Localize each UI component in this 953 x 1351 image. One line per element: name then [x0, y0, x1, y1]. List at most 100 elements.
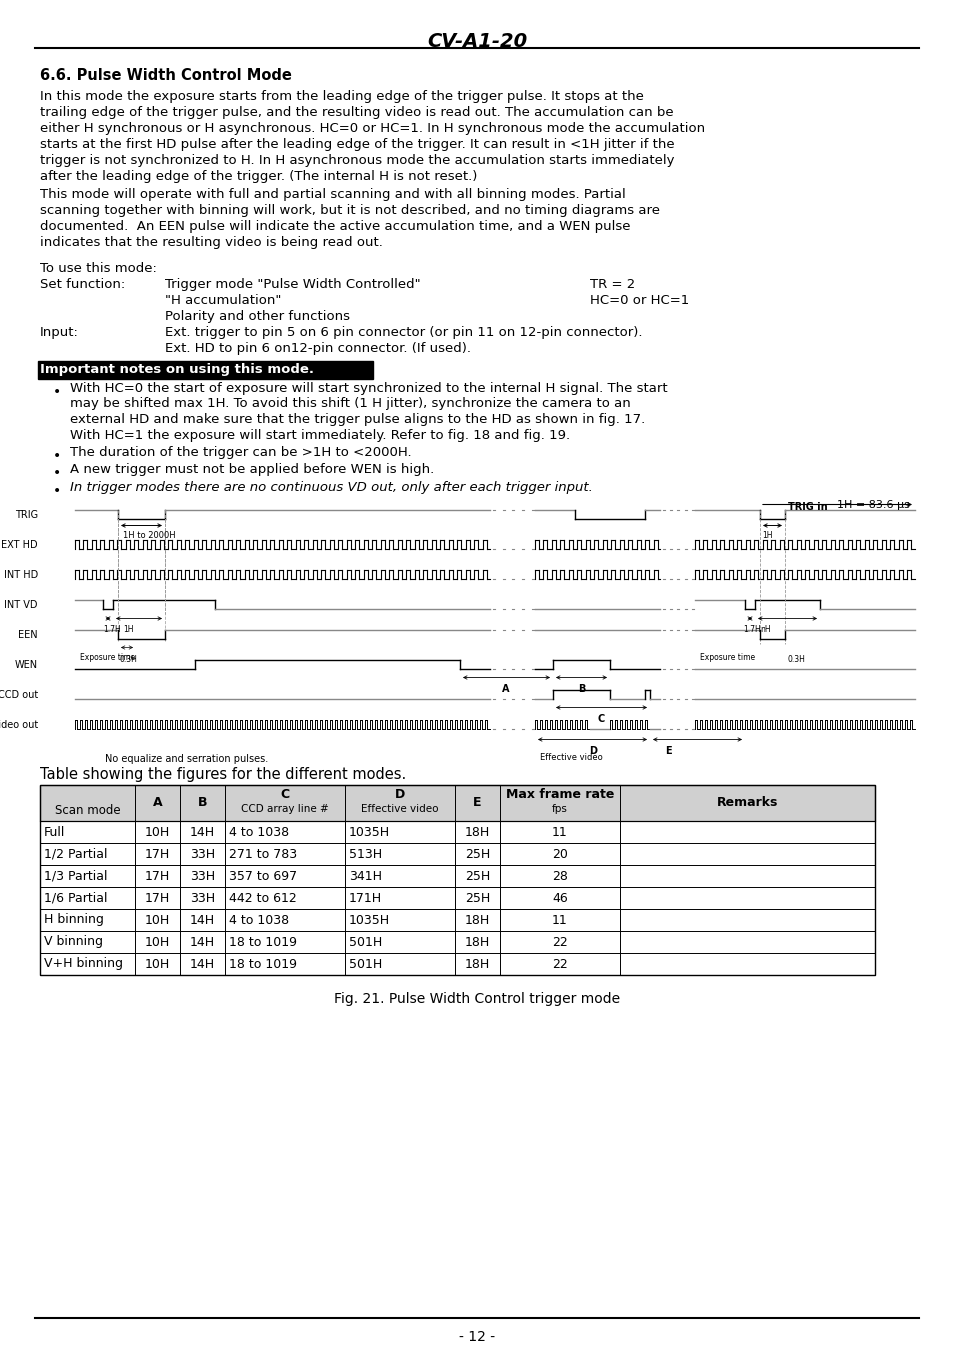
Text: 1H to 2000H: 1H to 2000H: [123, 531, 175, 540]
Text: A: A: [152, 796, 162, 808]
Text: 14H: 14H: [190, 935, 214, 948]
Text: 11: 11: [552, 825, 567, 839]
Text: 18H: 18H: [464, 935, 490, 948]
Text: EEN: EEN: [18, 630, 38, 639]
Text: Set function:: Set function:: [40, 278, 125, 290]
Text: either H synchronous or H asynchronous. HC=0 or HC=1. In H synchronous mode the : either H synchronous or H asynchronous. …: [40, 122, 704, 135]
Text: Table showing the figures for the different modes.: Table showing the figures for the differ…: [40, 766, 406, 781]
Text: 10H: 10H: [145, 913, 170, 927]
Text: Exposure time: Exposure time: [80, 653, 135, 662]
Text: INT VD: INT VD: [5, 600, 38, 609]
Text: The duration of the trigger can be >1H to <2000H.: The duration of the trigger can be >1H t…: [70, 446, 411, 459]
Text: starts at the first HD pulse after the leading edge of the trigger. It can resul: starts at the first HD pulse after the l…: [40, 138, 674, 151]
Text: 14H: 14H: [190, 913, 214, 927]
Text: In this mode the exposure starts from the leading edge of the trigger pulse. It : In this mode the exposure starts from th…: [40, 91, 643, 103]
Text: 1/3 Partial: 1/3 Partial: [44, 870, 108, 882]
Text: Polarity and other functions: Polarity and other functions: [165, 309, 350, 323]
Text: 22: 22: [552, 958, 567, 970]
Text: 33H: 33H: [190, 870, 214, 882]
Bar: [40, 785, 874, 820]
Text: •: •: [53, 385, 61, 399]
Text: CV-A1-20: CV-A1-20: [426, 32, 527, 51]
Text: E: E: [664, 747, 671, 757]
Text: D: D: [395, 789, 405, 801]
Text: 501H: 501H: [349, 958, 382, 970]
Text: No equalize and serration pulses.: No equalize and serration pulses.: [105, 754, 268, 763]
Text: •: •: [53, 466, 61, 481]
Text: 1/2 Partial: 1/2 Partial: [44, 847, 108, 861]
Text: 357 to 697: 357 to 697: [229, 870, 296, 882]
Text: external HD and make sure that the trigger pulse aligns to the HD as shown in fi: external HD and make sure that the trigg…: [70, 413, 644, 426]
Text: B: B: [197, 796, 207, 808]
Text: 33H: 33H: [190, 847, 214, 861]
Text: Video out: Video out: [0, 720, 38, 730]
Text: 17H: 17H: [145, 870, 170, 882]
Text: 25H: 25H: [464, 892, 490, 905]
Text: Important notes on using this mode.: Important notes on using this mode.: [40, 363, 314, 376]
Text: TRIG in: TRIG in: [787, 503, 827, 512]
Text: Input:: Input:: [40, 326, 79, 339]
Text: V+H binning: V+H binning: [44, 958, 123, 970]
Text: Scan mode: Scan mode: [54, 804, 120, 817]
Text: A new trigger must not be applied before WEN is high.: A new trigger must not be applied before…: [70, 463, 434, 477]
Text: 18 to 1019: 18 to 1019: [229, 958, 296, 970]
Text: fps: fps: [552, 804, 567, 815]
Text: Effective video: Effective video: [361, 804, 438, 815]
Text: CCD out: CCD out: [0, 689, 38, 700]
Text: TRIG: TRIG: [15, 509, 38, 520]
Text: 4 to 1038: 4 to 1038: [229, 913, 289, 927]
Text: 341H: 341H: [349, 870, 381, 882]
Bar: [38, 361, 373, 380]
Text: Trigger mode "Pulse Width Controlled": Trigger mode "Pulse Width Controlled": [165, 278, 420, 290]
Text: 4 to 1038: 4 to 1038: [229, 825, 289, 839]
Text: 11: 11: [552, 913, 567, 927]
Text: 33H: 33H: [190, 892, 214, 905]
Text: 6.6. Pulse Width Control Mode: 6.6. Pulse Width Control Mode: [40, 68, 292, 82]
Text: With HC=0 the start of exposure will start synchronized to the internal H signal: With HC=0 the start of exposure will sta…: [70, 382, 667, 394]
Text: 25H: 25H: [464, 847, 490, 861]
Text: documented.  An EEN pulse will indicate the active accumulation time, and a WEN : documented. An EEN pulse will indicate t…: [40, 220, 630, 232]
Text: 442 to 612: 442 to 612: [229, 892, 296, 905]
Text: 171H: 171H: [349, 892, 382, 905]
Text: nH: nH: [760, 624, 770, 634]
Text: 18H: 18H: [464, 825, 490, 839]
Text: - 12 -: - 12 -: [458, 1329, 495, 1344]
Text: 14H: 14H: [190, 825, 214, 839]
Text: 46: 46: [552, 892, 567, 905]
Text: 501H: 501H: [349, 935, 382, 948]
Text: 18H: 18H: [464, 958, 490, 970]
Text: CCD array line #: CCD array line #: [241, 804, 329, 815]
Text: INT HD: INT HD: [4, 570, 38, 580]
Text: Effective video: Effective video: [539, 753, 602, 762]
Text: 10H: 10H: [145, 958, 170, 970]
Text: 22: 22: [552, 935, 567, 948]
Text: C: C: [280, 789, 290, 801]
Text: 1H = 83.6 μs: 1H = 83.6 μs: [836, 500, 909, 511]
Text: 1035H: 1035H: [349, 913, 390, 927]
Text: 1/6 Partial: 1/6 Partial: [44, 892, 108, 905]
Text: Full: Full: [44, 825, 66, 839]
Text: "H accumulation": "H accumulation": [165, 295, 281, 307]
Text: 14H: 14H: [190, 958, 214, 970]
Text: 0.3H: 0.3H: [120, 654, 138, 663]
Text: HC=0 or HC=1: HC=0 or HC=1: [589, 295, 688, 307]
Text: 1H: 1H: [761, 531, 772, 540]
Text: 1035H: 1035H: [349, 825, 390, 839]
Text: 1H: 1H: [123, 624, 133, 634]
Text: 10H: 10H: [145, 935, 170, 948]
Text: Ext. trigger to pin 5 on 6 pin connector (or pin 11 on 12-pin connector).: Ext. trigger to pin 5 on 6 pin connector…: [165, 326, 641, 339]
Text: 271 to 783: 271 to 783: [229, 847, 296, 861]
Bar: [40, 785, 874, 974]
Text: Fig. 21. Pulse Width Control trigger mode: Fig. 21. Pulse Width Control trigger mod…: [334, 993, 619, 1006]
Text: •: •: [53, 449, 61, 463]
Text: 18 to 1019: 18 to 1019: [229, 935, 296, 948]
Text: A: A: [501, 685, 509, 694]
Text: 10H: 10H: [145, 825, 170, 839]
Text: 17H: 17H: [145, 892, 170, 905]
Text: 17H: 17H: [145, 847, 170, 861]
Text: TR = 2: TR = 2: [589, 278, 635, 290]
Text: 28: 28: [552, 870, 567, 882]
Text: Ext. HD to pin 6 on12-pin connector. (If used).: Ext. HD to pin 6 on12-pin connector. (If…: [165, 342, 471, 355]
Text: 20: 20: [552, 847, 567, 861]
Text: 18H: 18H: [464, 913, 490, 927]
